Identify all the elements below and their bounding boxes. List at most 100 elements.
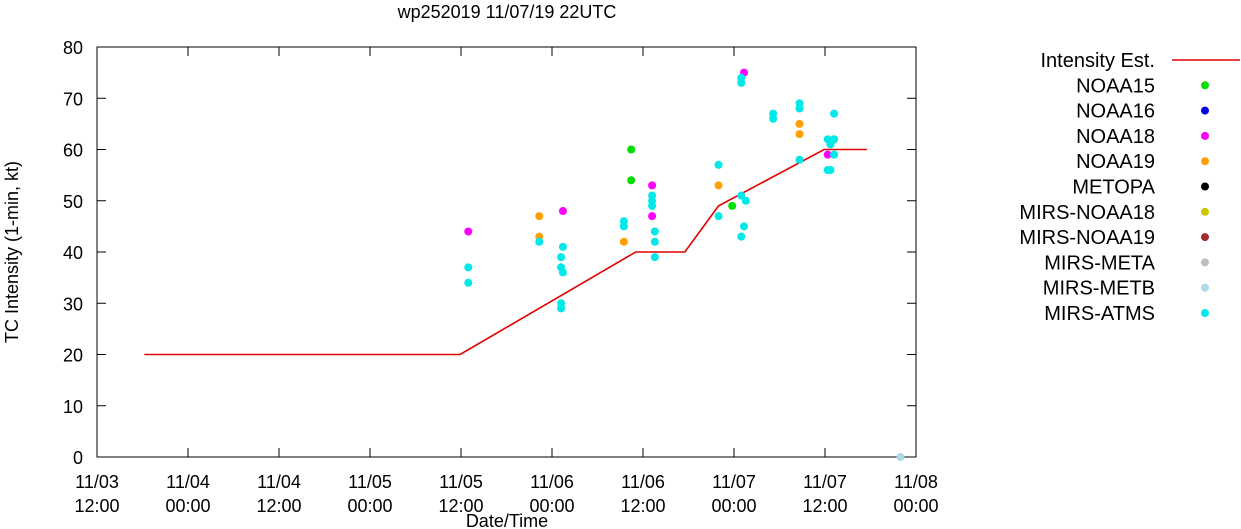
point-noaa19 (795, 130, 804, 139)
point-mirs-atms (741, 196, 750, 205)
legend-label-intensity-est: Intensity Est. (1041, 50, 1156, 72)
x-tick-label: 11/06 (530, 472, 574, 492)
point-mirs-atms (558, 268, 567, 277)
x-tick-label: 00:00 (893, 496, 938, 516)
x-tick-label: 00:00 (165, 496, 210, 516)
legend-label-mirs-noaa19: MIRS-NOAA19 (1019, 227, 1155, 249)
legend: Intensity Est. NOAA15 NOAA16 NOAA18 NOAA19 ME… (1019, 50, 1240, 325)
point-noaa18 (648, 212, 657, 221)
point-mirs-atms (648, 201, 657, 210)
x-tick-label: 12:00 (438, 496, 483, 516)
point-noaa19 (619, 237, 628, 246)
point-mirs-atms (557, 253, 566, 262)
y-axis-label: TC Intensity (1-min, kt) (2, 161, 22, 343)
legend-marker-mirs-atms (1201, 309, 1209, 317)
legend-marker-noaa16 (1201, 106, 1209, 115)
legend-label-noaa18: NOAA18 (1076, 126, 1155, 148)
point-mirs-atms (830, 150, 839, 159)
y-tick-label: 50 (63, 192, 83, 212)
x-axis-label: Date/Time (466, 511, 548, 529)
x-tick-label: 11/07 (803, 472, 847, 492)
x-tick-label: 12:00 (620, 496, 665, 516)
x-tick-label: 11/05 (439, 472, 483, 492)
point-mirs-atms (650, 253, 659, 262)
point-mirs-atms (557, 304, 566, 313)
legend-marker-noaa18 (1201, 131, 1209, 140)
point-mirs-atms (650, 237, 659, 246)
point-noaa19 (535, 212, 544, 221)
x-tick-label: 00:00 (347, 496, 392, 516)
point-mirs-atms (650, 227, 659, 236)
point-mirs-atms (826, 166, 835, 174)
legend-label-mirs-metb: MIRS-METB (1043, 278, 1155, 300)
legend-marker-noaa19 (1201, 157, 1209, 166)
legend-label-noaa15: NOAA15 (1076, 75, 1155, 97)
point-mirs-atms (464, 278, 473, 287)
point-mirs-atms (535, 237, 544, 246)
x-tick-label: 11/04 (166, 472, 210, 492)
point-mirs-atms (795, 104, 804, 113)
y-tick-label: 70 (63, 89, 83, 109)
intensity-est-line (144, 148, 867, 356)
point-mirs-atms (619, 222, 628, 231)
point-mirs-atms (795, 155, 804, 164)
x-tick-label: 11/04 (257, 472, 301, 492)
y-axis: 0 10 20 30 40 50 60 70 80 (63, 38, 916, 468)
legend-label-metopa: METOPA (1072, 177, 1155, 199)
x-tick-label: 11/07 (712, 472, 756, 492)
legend-label-mirs-atms: MIRS-ATMS (1044, 303, 1155, 325)
point-noaa18 (464, 227, 473, 236)
point-noaa18 (558, 207, 567, 215)
x-axis: 11/03 12:00 11/04 00:00 11/04 12:00 11/05 00:00… (74, 47, 939, 516)
point-mirs-atms (737, 232, 746, 241)
point-noaa15 (627, 176, 636, 185)
legend-label-noaa19: NOAA19 (1076, 151, 1155, 173)
x-tick-label: 12:00 (74, 496, 119, 516)
point-noaa19 (795, 119, 804, 128)
point-mirs-atms (714, 160, 723, 169)
y-tick-label: 0 (73, 448, 83, 468)
point-mirs-atms (740, 222, 749, 231)
point-mirs-atms (714, 212, 723, 221)
point-mirs-atms (737, 191, 746, 200)
y-tick-label: 60 (63, 141, 83, 161)
point-noaa19 (714, 181, 723, 190)
x-tick-label: 11/08 (894, 472, 938, 492)
plot-frame (96, 46, 917, 458)
point-mirs-metb (896, 453, 905, 461)
legend-marker-noaa15 (1201, 81, 1209, 90)
point-mirs-atms (737, 78, 746, 87)
legend-label-noaa16: NOAA16 (1076, 101, 1155, 123)
legend-marker-mirs-meta (1201, 258, 1209, 267)
x-tick-label: 00:00 (711, 496, 756, 516)
legend-label-mirs-meta: MIRS-META (1044, 252, 1155, 274)
legend-marker-metopa (1201, 182, 1209, 191)
y-tick-label: 30 (63, 294, 83, 314)
y-tick-label: 10 (63, 397, 83, 417)
y-tick-label: 20 (63, 346, 83, 366)
point-noaa18 (648, 181, 657, 190)
legend-marker-mirs-noaa19 (1201, 233, 1209, 242)
x-tick-label: 00:00 (529, 496, 574, 516)
x-tick-label: 11/03 (75, 472, 119, 492)
x-tick-label: 12:00 (802, 496, 847, 516)
y-tick-label: 40 (63, 243, 83, 263)
point-noaa15 (728, 201, 737, 210)
point-mirs-atms (830, 109, 839, 118)
point-noaa18 (823, 150, 832, 159)
legend-label-mirs-noaa18: MIRS-NOAA18 (1019, 202, 1155, 224)
point-mirs-atms (769, 114, 778, 123)
chart-title: wp252019 11/07/19 22UTC (397, 2, 617, 22)
x-tick-label: 11/05 (348, 472, 392, 492)
data-points (464, 68, 905, 461)
point-noaa15 (627, 145, 636, 154)
x-tick-label: 11/06 (621, 472, 665, 492)
y-tick-label: 80 (63, 38, 83, 58)
legend-marker-mirs-metb (1201, 283, 1209, 292)
point-mirs-atms (830, 135, 839, 144)
legend-marker-mirs-noaa18 (1201, 207, 1209, 216)
point-mirs-atms (558, 242, 567, 251)
point-mirs-atms (464, 263, 473, 272)
x-tick-label: 12:00 (256, 496, 301, 516)
